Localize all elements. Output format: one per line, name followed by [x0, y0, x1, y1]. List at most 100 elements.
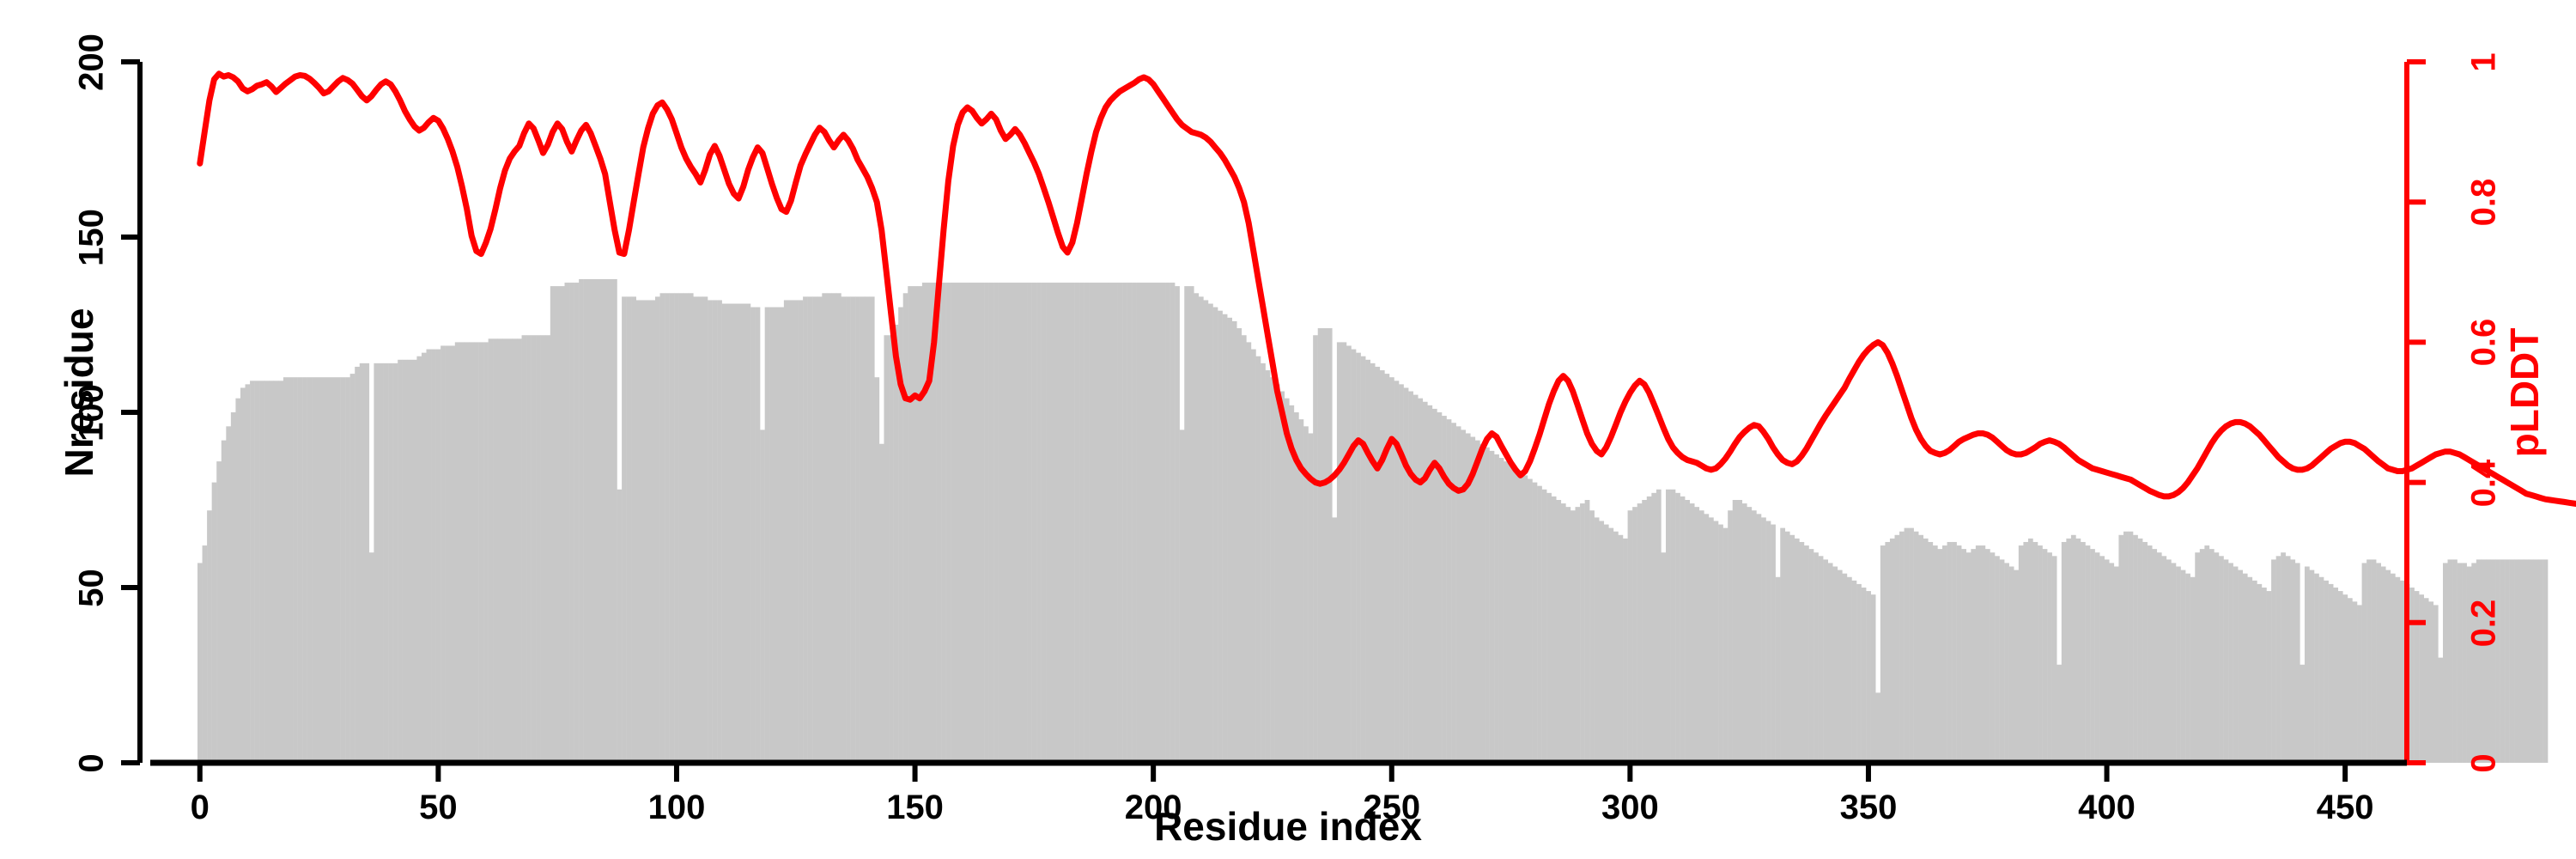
bar: [1808, 549, 1814, 763]
bar: [1388, 377, 1394, 763]
bar: [774, 307, 780, 764]
bar: [1632, 507, 1637, 763]
bar: [1651, 492, 1657, 763]
bar: [250, 381, 255, 763]
bar: [1517, 472, 1523, 763]
bar: [1642, 500, 1648, 763]
bar: [783, 300, 789, 763]
bar: [988, 283, 994, 763]
bar: [2081, 541, 2086, 763]
bar: [874, 377, 880, 763]
bar: [1504, 461, 1509, 763]
bar: [1485, 447, 1490, 763]
bar: [579, 278, 584, 764]
bar: [2051, 556, 2057, 763]
bar: [1608, 527, 1614, 763]
x-tick-label: 250: [1363, 789, 1421, 826]
bar: [345, 377, 350, 763]
bar: [302, 377, 307, 763]
bar: [2238, 570, 2243, 763]
bar: [2466, 566, 2472, 763]
bar: [1851, 580, 1857, 763]
bar: [2204, 545, 2210, 763]
bar: [612, 278, 617, 764]
bar: [1122, 283, 1127, 763]
bar: [1741, 503, 1747, 763]
bar: [984, 283, 989, 763]
bar: [1175, 286, 1180, 763]
bottom-axis: [150, 759, 2407, 782]
bar: [1980, 545, 1986, 763]
x-tick-label: 300: [1601, 789, 1659, 826]
y2-tick-label: 0.6: [2464, 319, 2503, 367]
x-tick-label: 150: [886, 789, 944, 826]
bar: [2104, 559, 2110, 763]
bar: [1599, 521, 1605, 763]
bar: [860, 296, 866, 763]
bar: [1885, 541, 1891, 763]
bar: [665, 293, 670, 763]
bar: [841, 296, 847, 763]
bar: [293, 377, 298, 763]
bar: [645, 300, 651, 763]
bar: [297, 377, 303, 763]
bar: [1532, 482, 1538, 763]
bar: [1541, 489, 1547, 763]
bar: [2505, 559, 2510, 763]
bar: [1580, 503, 1585, 763]
bar: [2380, 566, 2386, 763]
bar: [659, 293, 665, 763]
bar: [469, 342, 475, 763]
bar: [1870, 594, 1876, 763]
bar: [1194, 293, 1200, 763]
bar: [1956, 545, 1962, 763]
bar: [1270, 377, 1275, 763]
bar: [831, 293, 837, 763]
bar: [450, 345, 456, 763]
bar: [1789, 534, 1795, 763]
x-tick-label: 100: [647, 789, 706, 826]
y-tick-label: 100: [72, 384, 111, 442]
bar: [1046, 283, 1052, 763]
bar: [1246, 342, 1252, 763]
bar: [574, 283, 580, 763]
bar: [1089, 283, 1094, 763]
bar: [1704, 514, 1710, 763]
bar: [1875, 692, 1881, 763]
bar: [1208, 303, 1213, 763]
bar: [969, 283, 975, 763]
bar: [2014, 570, 2020, 763]
bar: [2185, 573, 2190, 763]
bar: [598, 278, 604, 764]
bar: [2324, 580, 2329, 763]
bar: [283, 377, 289, 763]
bar: [278, 381, 284, 763]
bar: [1685, 500, 1690, 763]
x-tick-label: 400: [2078, 789, 2136, 826]
bar: [2361, 563, 2367, 763]
bar: [2500, 559, 2506, 763]
bar: [398, 359, 403, 763]
bar: [1904, 527, 1910, 763]
bar: [2490, 559, 2496, 763]
bar: [2266, 591, 2272, 763]
bar: [2251, 580, 2257, 763]
bar: [2090, 549, 2095, 763]
bar: [2514, 559, 2520, 763]
bar: [2004, 563, 2009, 763]
y2-tick-label: 0.4: [2464, 459, 2503, 507]
y-tick-label: 50: [72, 569, 111, 607]
bar: [1637, 503, 1643, 763]
bar: [440, 345, 446, 763]
bar: [2352, 601, 2358, 763]
bar: [798, 300, 804, 763]
bar: [2208, 549, 2215, 763]
bar: [216, 461, 222, 763]
bar: [1379, 370, 1385, 763]
bar: [240, 387, 246, 763]
bar: [2032, 541, 2038, 763]
x-tick-label: 200: [1124, 789, 1182, 826]
bar: [1079, 283, 1084, 763]
bar: [769, 307, 775, 764]
bar: [1689, 503, 1695, 763]
